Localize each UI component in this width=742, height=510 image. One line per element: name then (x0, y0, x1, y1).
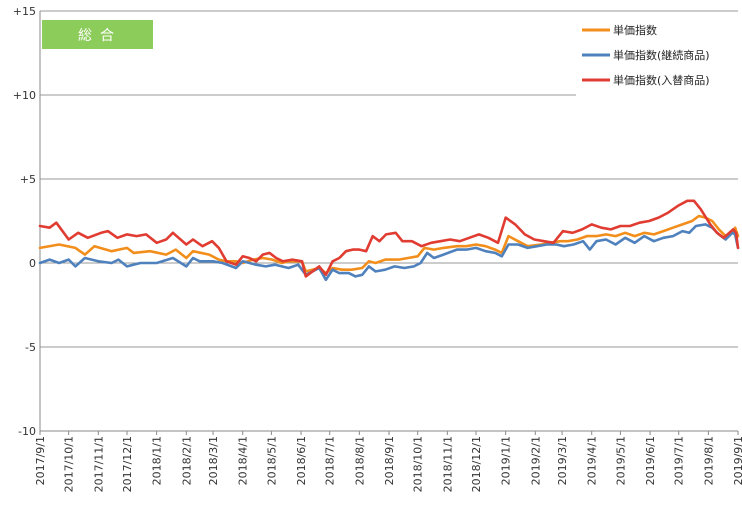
y-tick-label: +10 (13, 89, 36, 102)
y-tick-label: -10 (18, 425, 36, 438)
x-tick-label: 2018/7/1 (324, 436, 337, 485)
y-tick-label: +15 (13, 5, 36, 18)
y-tick-label: 0 (29, 257, 36, 270)
y-axis: +15 +10 +5 0 -5 -10 (13, 5, 41, 438)
y-tick-label: -5 (25, 341, 36, 354)
x-tick-label: 2019/1/1 (500, 436, 513, 485)
x-tick-label: 2019/2/1 (529, 436, 542, 485)
x-tick-label: 2018/3/1 (207, 436, 220, 485)
series-line-2 (38, 199, 740, 278)
series-line-1 (38, 223, 740, 282)
x-tick-label: 2017/10/1 (63, 436, 76, 492)
x-tick-label: 2017/11/1 (92, 436, 105, 492)
x-tick-label: 2019/5/1 (614, 436, 627, 485)
x-tick-label: 2019/6/1 (644, 436, 657, 485)
x-tick-label: 2018/4/1 (237, 436, 250, 485)
series-line-0 (38, 214, 740, 275)
x-tick-label: 2017/9/1 (34, 436, 47, 485)
legend-label: 単価指数(継続商品) (613, 48, 710, 62)
x-tick-label: 2018/5/1 (265, 436, 278, 485)
chart-badge: 総合 (42, 20, 153, 49)
x-tick-label: 2018/12/1 (470, 436, 483, 492)
x-tick-label: 2017/12/1 (121, 436, 134, 492)
legend-label: 単価指数(入替商品) (613, 73, 710, 87)
x-tick-label: 2018/11/1 (441, 436, 454, 492)
x-tick-label: 2019/4/1 (586, 436, 599, 485)
x-tick-label: 2018/9/1 (383, 436, 396, 485)
legend-label: 単価指数 (613, 23, 657, 37)
x-tick-label: 2018/10/1 (412, 436, 425, 492)
x-tick-label: 2019/7/1 (673, 436, 686, 485)
x-tick-label: 2018/6/1 (295, 436, 308, 485)
x-tick-label: 2019/3/1 (556, 436, 569, 485)
x-tick-label: 2018/8/1 (353, 436, 366, 485)
x-tick-label: 2019/9/1 (732, 436, 742, 485)
x-tick-label: 2018/1/1 (151, 436, 164, 485)
x-tick-label: 2019/8/1 (702, 436, 715, 485)
y-tick-label: +5 (20, 173, 36, 186)
series-lines (38, 199, 740, 282)
x-tick-label: 2018/2/1 (180, 436, 193, 485)
badge-label: 総合 (78, 28, 122, 44)
badge-background (42, 20, 153, 49)
x-axis: 2017/9/1 2017/10/1 2017/11/1 2017/12/1 2018/… (34, 430, 742, 492)
